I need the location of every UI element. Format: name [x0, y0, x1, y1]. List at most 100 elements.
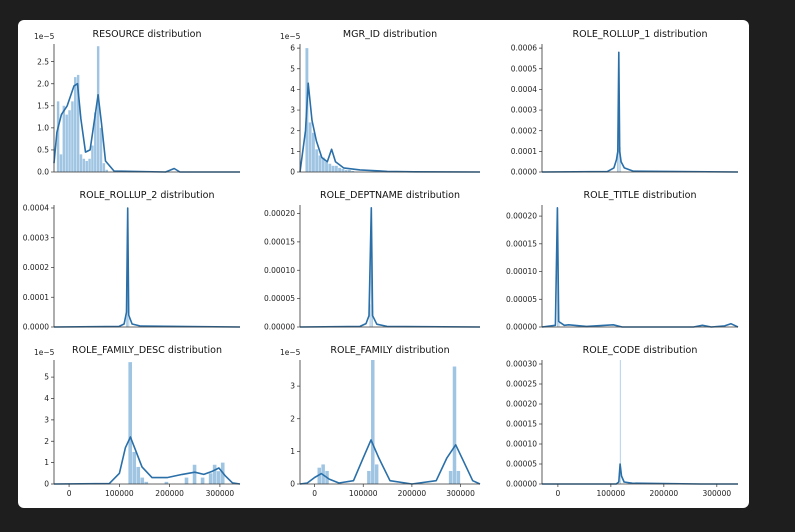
- histogram-bar: [68, 110, 71, 172]
- histogram-bar: [212, 464, 217, 484]
- histogram-bar: [76, 74, 80, 172]
- y-tick-label: 2.5: [37, 57, 49, 66]
- subplot-7: ROLE_FAMILY_DESC distribution 1e−5 0 1 2 3 4 5 0…: [34, 345, 241, 498]
- histogram-bar: [74, 77, 77, 172]
- y-tick-label: 0: [290, 480, 295, 489]
- x-tick-label: 200000: [650, 489, 679, 498]
- histogram-bar: [192, 464, 197, 484]
- sci-multiplier-label: 1e−5: [280, 32, 301, 41]
- histogram-bar: [200, 477, 205, 484]
- histogram-bar: [371, 360, 375, 484]
- x-tick-label: 300000: [446, 489, 475, 498]
- y-tick-label: 1: [290, 447, 295, 456]
- histogram-bar: [144, 481, 149, 484]
- kde-line: [53, 207, 241, 328]
- y-tick-label: 0.0005: [511, 64, 537, 73]
- histogram-bar: [331, 165, 335, 172]
- histogram-bar: [140, 477, 145, 484]
- histogram-bar: [372, 309, 373, 327]
- histogram-bar: [94, 112, 97, 172]
- y-tick-label: 1: [290, 147, 295, 156]
- y-tick-label: 0.0: [37, 168, 49, 177]
- histogram-bar: [59, 154, 63, 172]
- y-tick-label: 0.0003: [23, 233, 49, 242]
- histogram-bar: [99, 127, 103, 172]
- subplot-9: ROLE_CODE distribution 0.00000 0.00005 0.00…: [506, 345, 738, 498]
- y-tick-label: 0.00025: [506, 380, 537, 389]
- x-tick-label: 300000: [206, 489, 235, 498]
- y-tick-label: 0.00000: [264, 323, 295, 332]
- kde-line: [299, 82, 481, 173]
- histogram-bar: [344, 169, 348, 172]
- y-tick-label: 0.00005: [506, 295, 537, 304]
- y-tick-label: 5: [44, 373, 49, 382]
- y-tick-label: 0.0004: [511, 85, 537, 94]
- x-tick-label: 200000: [155, 489, 184, 498]
- histogram-bar: [132, 451, 137, 484]
- histogram-bar: [617, 155, 619, 172]
- sci-multiplier-label: 1e−5: [34, 348, 55, 357]
- histogram-bar: [318, 155, 322, 172]
- y-tick-label: 0.0002: [23, 263, 49, 272]
- histogram-bar: [338, 167, 342, 172]
- histogram-bar: [216, 471, 221, 484]
- y-tick-label: 0.0000: [511, 168, 537, 177]
- y-tick-label: 3: [290, 382, 295, 391]
- y-tick-label: 3: [44, 415, 49, 424]
- y-tick-label: 0.00010: [506, 440, 537, 449]
- histogram-bar: [128, 362, 133, 484]
- kde-line: [541, 51, 739, 173]
- y-tick-label: 5: [290, 64, 295, 73]
- histogram-bar: [558, 321, 560, 327]
- x-tick-label: 100000: [105, 489, 134, 498]
- histogram-bar: [317, 467, 322, 484]
- subplot-title: ROLE_CODE distribution: [583, 345, 698, 356]
- kde-line: [299, 207, 481, 328]
- histogram-bar: [56, 101, 60, 172]
- subplot-3: ROLE_ROLLUP_1 distribution 0.0000 0.0001 0.…: [511, 29, 739, 177]
- histogram-bar: [128, 312, 130, 327]
- y-tick-label: 0.00015: [264, 237, 295, 246]
- y-tick-label: 0.5: [37, 146, 49, 155]
- subplot-title: ROLE_TITLE distribution: [584, 190, 697, 201]
- x-tick-label: 0: [67, 489, 72, 498]
- histogram-bar: [370, 207, 372, 327]
- subplot-title: ROLE_FAMILY distribution: [330, 345, 449, 356]
- kde-line: [541, 207, 739, 328]
- histogram-bar: [351, 170, 355, 172]
- figure-card: RESOURCE distribution 1e−5 0.0 0.5 1.0 1.5 2.0…: [18, 20, 749, 508]
- y-tick-label: 4: [290, 85, 295, 94]
- subplot-title: ROLE_DEPTNAME distribution: [320, 190, 460, 201]
- histogram-bar: [102, 163, 106, 172]
- sci-multiplier-label: 1e−5: [280, 348, 301, 357]
- y-tick-label: 0.00000: [506, 480, 537, 489]
- histogram-bar: [184, 477, 189, 484]
- x-tick-label: 100000: [597, 489, 626, 498]
- y-tick-label: 0: [290, 168, 295, 177]
- histogram-bar: [79, 154, 83, 172]
- histogram-bar: [369, 304, 371, 327]
- y-tick-label: 0.00010: [264, 266, 295, 275]
- histogram-bar: [315, 149, 319, 172]
- histogram-bar: [448, 470, 453, 484]
- y-tick-label: 2: [44, 437, 49, 446]
- y-tick-label: 0.00020: [506, 212, 537, 221]
- y-tick-label: 1.5: [37, 101, 49, 110]
- histogram-bar: [88, 158, 91, 172]
- histogram-bar: [374, 464, 379, 484]
- y-tick-label: 1.0: [37, 123, 49, 132]
- y-tick-label: 0.0004: [23, 204, 49, 213]
- kde-line: [53, 82, 240, 173]
- y-tick-label: 4: [44, 394, 49, 403]
- histogram-bar: [452, 366, 457, 484]
- y-tick-label: 3: [290, 106, 295, 115]
- y-tick-label: 0.00000: [506, 323, 537, 332]
- histogram-bar: [341, 168, 345, 172]
- subplot-2: MGR_ID distribution 1e−5 0 1 2 3 4 5 6: [280, 29, 481, 177]
- histogram-bar: [164, 481, 169, 484]
- y-tick-label: 2: [290, 414, 295, 423]
- subplot-title: RESOURCE distribution: [93, 29, 202, 40]
- histogram-bar: [619, 360, 621, 484]
- histogram-bar: [348, 169, 351, 172]
- y-tick-label: 0: [44, 480, 49, 489]
